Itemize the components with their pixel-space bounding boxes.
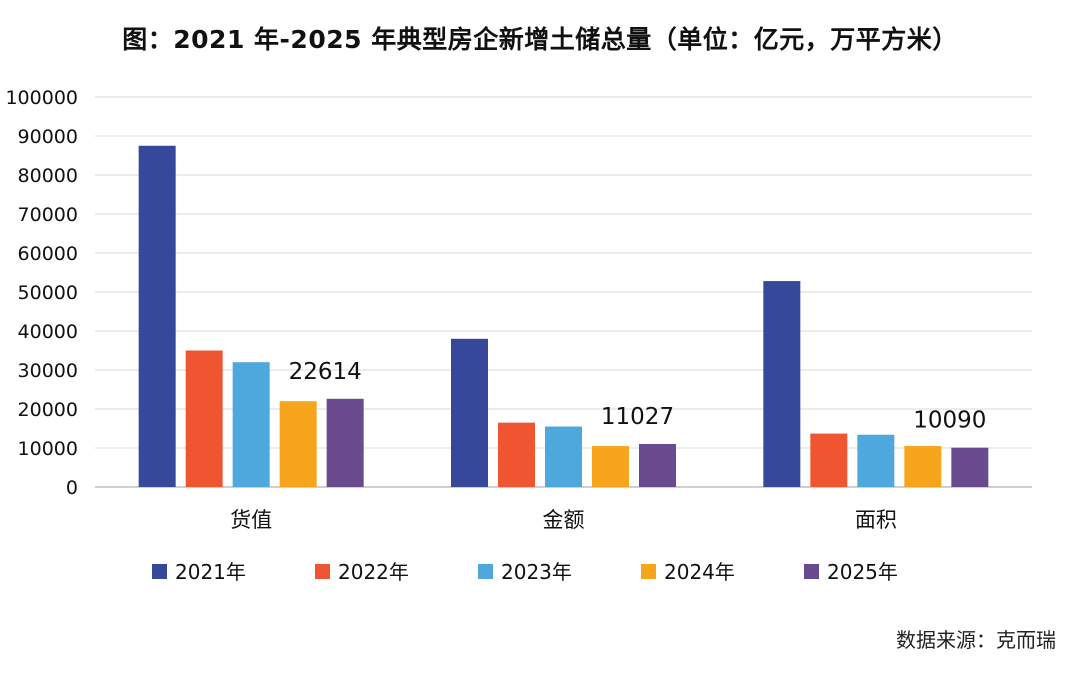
data-label: 22614: [289, 359, 362, 385]
x-axis: 货值 金额 面积: [230, 508, 897, 532]
bar: [951, 447, 989, 487]
y-tick-label: 20000: [18, 399, 78, 421]
legend-label: 2022年: [338, 560, 409, 584]
bar: [326, 398, 364, 487]
bars: [138, 145, 989, 487]
y-tick-label: 30000: [18, 360, 78, 382]
y-axis: 0 10000 20000 30000 40000 50000 60000 70000 8000…: [5, 87, 1032, 499]
legend-swatch: [152, 564, 167, 579]
legend-label: 2023年: [501, 560, 572, 584]
bar: [138, 145, 176, 487]
data-labels: 22614 11027 10090: [289, 359, 987, 434]
bar: [810, 433, 848, 487]
legend-swatch: [315, 564, 330, 579]
legend-swatch: [804, 564, 819, 579]
y-tick-label: 0: [66, 477, 78, 499]
bar: [279, 401, 317, 487]
bar: [498, 422, 535, 487]
legend-swatch: [478, 564, 493, 579]
y-tick-label: 80000: [18, 165, 78, 187]
legend-label: 2025年: [827, 560, 898, 584]
legend-swatch: [641, 564, 656, 579]
x-category-label: 面积: [855, 508, 897, 532]
y-tick-label: 100000: [5, 87, 78, 109]
legend: 2021年 2022年 2023年 2024年 2025年: [152, 560, 898, 584]
y-tick-label: 60000: [18, 243, 78, 265]
data-label: 11027: [601, 404, 674, 430]
y-tick-label: 40000: [18, 321, 78, 343]
legend-label: 2024年: [664, 560, 735, 584]
y-tick-label: 10000: [18, 438, 78, 460]
bar: [639, 443, 676, 487]
bar: [763, 281, 801, 487]
data-label: 10090: [913, 408, 986, 434]
y-tick-label: 70000: [18, 204, 78, 226]
bar: [592, 446, 629, 487]
source-note: 数据来源：克而瑞: [896, 628, 1056, 652]
bar: [545, 426, 582, 487]
bar: [185, 350, 223, 487]
bar: [904, 446, 942, 487]
x-category-label: 金额: [543, 508, 585, 532]
y-tick-label: 50000: [18, 282, 78, 304]
bar: [857, 434, 895, 487]
x-category-label: 货值: [230, 508, 272, 532]
chart-title: 图：2021 年-2025 年典型房企新增土储总量（单位：亿元，万平方米）: [122, 25, 958, 54]
y-tick-label: 90000: [18, 126, 78, 148]
bar: [232, 362, 270, 487]
legend-label: 2021年: [175, 560, 246, 584]
bar: [451, 338, 488, 487]
